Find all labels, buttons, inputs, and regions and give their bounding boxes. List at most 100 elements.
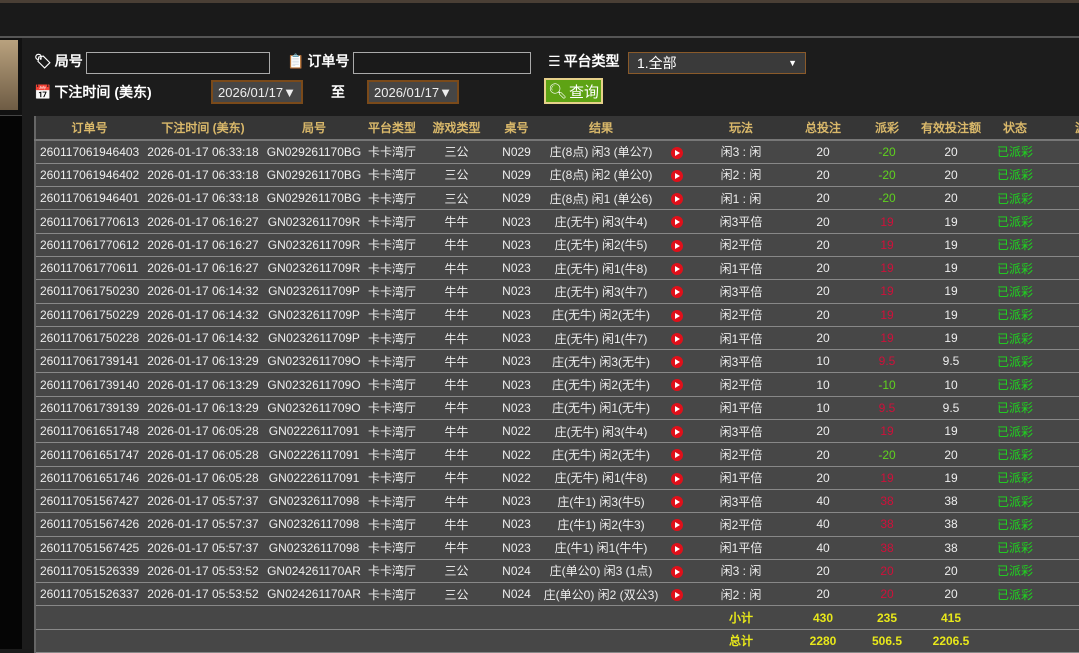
table-row: 260117061770611 2026-01-17 06:16:27 GN0232… xyxy=(35,256,1079,281)
game-type-cell: 牛牛 xyxy=(419,233,494,257)
valid-bet-cell: 38 xyxy=(919,489,983,514)
spacer xyxy=(35,605,691,630)
game-cell xyxy=(1047,396,1079,421)
play-video-icon[interactable] xyxy=(671,356,683,369)
total-bet-cell: 20 xyxy=(791,186,855,211)
play-video-icon[interactable] xyxy=(671,542,683,555)
total-bet-cell: 20 xyxy=(791,303,855,327)
column-header: 有效投注额 xyxy=(919,116,983,141)
result-cell: 庄(牛1) 闲1(牛牛) xyxy=(539,536,663,560)
replay-cell xyxy=(663,256,691,281)
play-video-icon[interactable] xyxy=(671,239,683,252)
play-video-icon[interactable] xyxy=(671,565,683,578)
column-header: 游 xyxy=(1047,116,1079,141)
game-cell xyxy=(1047,489,1079,514)
table-id-cell: N023 xyxy=(494,349,539,374)
result-cell: 庄(无牛) 闲1(牛8) xyxy=(539,256,663,281)
play-video-icon[interactable] xyxy=(671,379,683,392)
order-id-cell: 260117051526337 xyxy=(35,582,143,607)
play-video-icon[interactable] xyxy=(671,495,683,508)
list-icon: ☰ xyxy=(548,52,561,69)
order-input[interactable] xyxy=(353,52,531,74)
bet-time-cell: 2026-01-17 06:13:29 xyxy=(143,372,263,397)
game-cell xyxy=(1047,256,1079,281)
play-video-icon[interactable] xyxy=(671,309,683,322)
valid-bet-cell: 20 xyxy=(919,163,983,188)
play-video-icon[interactable] xyxy=(671,472,683,485)
query-button[interactable]: 🔍︎ 查询 xyxy=(544,78,603,104)
round-id-cell: GN0232611709P xyxy=(263,303,365,327)
sidebar-tab[interactable] xyxy=(0,40,18,110)
result-cell: 庄(单公0) 闲3 (1点) xyxy=(539,559,663,584)
round-input[interactable] xyxy=(86,52,270,74)
game-type-cell: 牛牛 xyxy=(419,372,494,397)
play-video-icon[interactable] xyxy=(671,193,683,206)
column-header: 订单号 xyxy=(35,116,143,141)
platform-cell: 卡卡湾厅 xyxy=(365,186,419,211)
play-video-icon[interactable] xyxy=(671,216,683,229)
round-id-cell: GN02226117091 xyxy=(263,466,365,490)
play-video-icon[interactable] xyxy=(671,169,683,182)
order-id-cell: 260117051567427 xyxy=(35,489,143,514)
column-header: 局号 xyxy=(263,116,365,141)
game-type-cell: 牛牛 xyxy=(419,442,494,467)
replay-cell xyxy=(663,512,691,537)
play-video-icon[interactable] xyxy=(671,449,683,462)
status-cell: 已派彩 xyxy=(983,279,1047,304)
play-video-icon[interactable] xyxy=(671,402,683,415)
table-id-cell: N023 xyxy=(494,396,539,421)
table-row: 260117061946403 2026-01-17 06:33:18 GN0292… xyxy=(35,140,1079,164)
platform-select[interactable]: 1.全部 ▼ xyxy=(628,52,806,74)
order-id-cell: 260117061770613 xyxy=(35,209,143,234)
play-video-icon[interactable] xyxy=(671,426,683,439)
order-id-cell: 260117061651746 xyxy=(35,466,143,490)
result-cell: 庄(无牛) 闲2(无牛) xyxy=(539,372,663,397)
bet-time-cell: 2026-01-17 05:57:37 xyxy=(143,489,263,514)
game-type-cell: 牛牛 xyxy=(419,536,494,560)
date-to-picker[interactable]: 2026/01/17 ▼ xyxy=(367,80,459,104)
play-video-icon[interactable] xyxy=(671,286,683,299)
valid-bet-cell: 19 xyxy=(919,419,983,444)
round-id-cell: GN0232611709R xyxy=(263,209,365,234)
play-video-icon[interactable] xyxy=(671,146,683,159)
total-bet-cell: 20 xyxy=(791,140,855,164)
subtotal-payout: 235 xyxy=(855,605,919,630)
column-header: 平台类型 xyxy=(365,116,419,141)
status-cell: 已派彩 xyxy=(983,256,1047,281)
payout-cell: 9.5 xyxy=(855,349,919,374)
round-id-cell: GN029261170BG xyxy=(263,140,365,164)
play-video-icon[interactable] xyxy=(671,262,683,275)
date-from-picker[interactable]: 2026/01/17 ▼ xyxy=(211,80,303,104)
payout-cell: -20 xyxy=(855,140,919,164)
platform-cell: 卡卡湾厅 xyxy=(365,233,419,257)
column-header: 派彩 xyxy=(855,116,919,141)
table-id-cell: N023 xyxy=(494,372,539,397)
bet-time-cell: 2026-01-17 06:33:18 xyxy=(143,163,263,188)
table-row: 260117061739139 2026-01-17 06:13:29 GN0232… xyxy=(35,396,1079,421)
platform-cell: 卡卡湾厅 xyxy=(365,442,419,467)
clipboard-icon: 📋 xyxy=(287,52,305,69)
table-id-cell: N023 xyxy=(494,326,539,351)
table-row: 260117061651746 2026-01-17 06:05:28 GN0222… xyxy=(35,466,1079,490)
status-cell: 已派彩 xyxy=(983,582,1047,607)
play-video-icon[interactable] xyxy=(671,332,683,345)
status-cell: 已派彩 xyxy=(983,396,1047,421)
table-header: 订单号 下注时间 (美东) 局号 平台类型 游戏类型 桌号 结果 玩法 总投注 派彩 有效投注额 状态… xyxy=(35,116,1079,141)
dropdown-icon: ▼ xyxy=(439,84,452,100)
order-id-cell: 260117061946401 xyxy=(35,186,143,211)
platform-cell: 卡卡湾厅 xyxy=(365,303,419,327)
order-id-cell: 260117051567426 xyxy=(35,512,143,537)
play-video-icon[interactable] xyxy=(671,519,683,532)
table-row: 260117061946402 2026-01-17 06:33:18 GN0292… xyxy=(35,163,1079,188)
status-cell: 已派彩 xyxy=(983,186,1047,211)
platform-cell: 卡卡湾厅 xyxy=(365,582,419,607)
play-type-cell: 闲1 : 闲 xyxy=(691,186,791,211)
total-row: 总计 2280 506.5 2206.5 xyxy=(35,629,1079,653)
platform-cell: 卡卡湾厅 xyxy=(365,326,419,351)
order-id-cell: 260117061750229 xyxy=(35,303,143,327)
replay-cell xyxy=(663,163,691,188)
round-id-cell: GN02226117091 xyxy=(263,442,365,467)
replay-cell xyxy=(663,233,691,257)
play-video-icon[interactable] xyxy=(671,589,683,602)
play-type-cell: 闲1平倍 xyxy=(691,536,791,560)
